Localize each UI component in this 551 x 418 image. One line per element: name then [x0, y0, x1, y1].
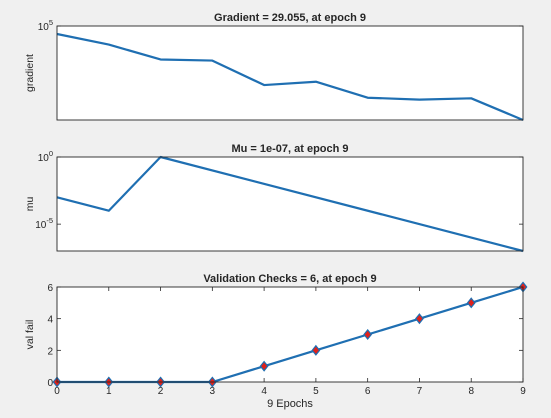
data-point-marker	[311, 344, 321, 356]
y-tick-label: 0	[47, 378, 53, 389]
y-tick-label: 6	[47, 283, 53, 294]
plot-area	[57, 157, 523, 251]
x-tick-label: 5	[313, 386, 319, 397]
axes-box	[56, 156, 524, 252]
y-tick-label: 10-5	[35, 216, 53, 231]
plot-area	[57, 26, 523, 120]
chart-title: Mu = 1e-07, at epoch 9	[231, 143, 348, 155]
x-tick-label: 9	[520, 386, 526, 397]
y-tick-label: 105	[38, 18, 53, 33]
y-axis-label: val fail	[24, 320, 36, 350]
y-axis-label: mu	[24, 197, 36, 212]
x-tick-label: 6	[365, 386, 371, 397]
chart-title: Gradient = 29.055, at epoch 9	[214, 12, 366, 24]
plot-area	[57, 287, 523, 382]
x-tick-label: 8	[468, 386, 474, 397]
chart-title: Validation Checks = 6, at epoch 9	[203, 273, 376, 285]
chart-panel-1: Gradient = 29.055, at epoch 9 gradient 105	[24, 12, 524, 121]
y-tick-label: 4	[47, 315, 53, 326]
axes-box	[56, 286, 524, 383]
x-tick-label: 7	[417, 386, 423, 397]
series-line	[56, 155, 524, 253]
x-tick-label: 1	[106, 386, 112, 397]
data-point-marker	[466, 297, 476, 309]
data-point-marker	[259, 360, 269, 372]
chart-panel-2: Mu = 1e-07, at epoch 9 mu 100 10-5	[24, 143, 524, 253]
series-line	[56, 32, 524, 121]
data-point-marker	[414, 313, 424, 325]
x-tick-label: 4	[261, 386, 267, 397]
x-axis-label: 9 Epochs	[267, 398, 313, 410]
x-tick-label: 3	[210, 386, 216, 397]
y-axis-label: gradient	[24, 54, 36, 92]
y-tick-label: 2	[47, 346, 53, 357]
x-tick-label: 0	[54, 386, 60, 397]
chart-panel-3: Validation Checks = 6, at epoch 9 val fai…	[24, 273, 528, 410]
x-tick-label: 2	[158, 386, 164, 397]
axes-box	[56, 25, 524, 121]
data-point-marker	[363, 328, 373, 341]
y-tick-label: 100	[38, 149, 53, 164]
